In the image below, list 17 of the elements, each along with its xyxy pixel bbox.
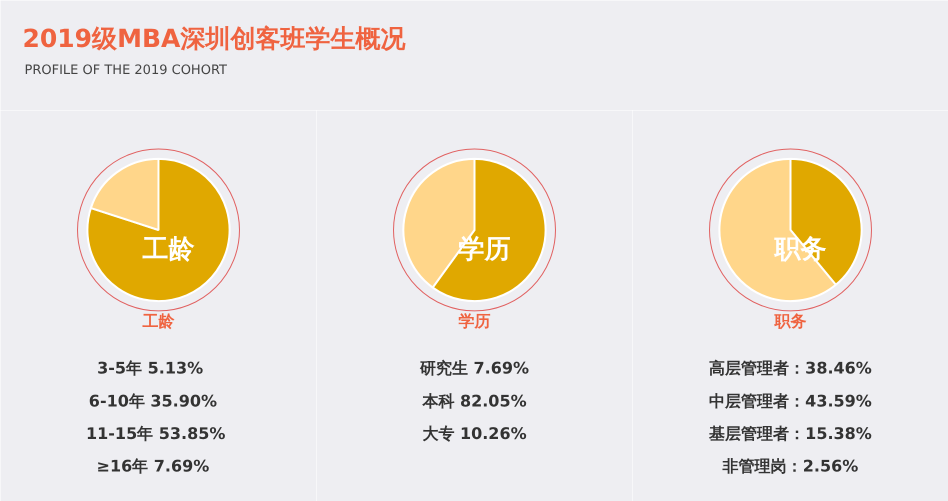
text: 高层管理者：38.46%: [709, 358, 872, 378]
text: 本科 82.05%: [421, 391, 527, 410]
chart-title: 学历: [458, 311, 490, 330]
text: 工龄: [141, 234, 196, 265]
text: 6-10年 35.90%: [88, 391, 218, 410]
text: 中层管理者：43.59%: [709, 391, 872, 410]
text: 非管理岗：2.56%: [722, 456, 858, 476]
text: ≥16年 7.69%: [96, 456, 210, 476]
text: 2019级MBA深圳创客班学生概况: [22, 24, 406, 53]
chart-title: 工龄: [142, 311, 174, 330]
text: 基层管理者：15.38%: [708, 424, 872, 443]
text: PROFILE OF THE 2019 COHORT: [24, 63, 228, 78]
text: 大专 10.26%: [422, 424, 527, 443]
text: 研究生 7.69%: [418, 358, 530, 378]
chart-title: 职务: [774, 311, 806, 330]
text: 11-15年 53.85%: [86, 424, 226, 443]
text: 3-5年 5.13%: [97, 358, 204, 378]
